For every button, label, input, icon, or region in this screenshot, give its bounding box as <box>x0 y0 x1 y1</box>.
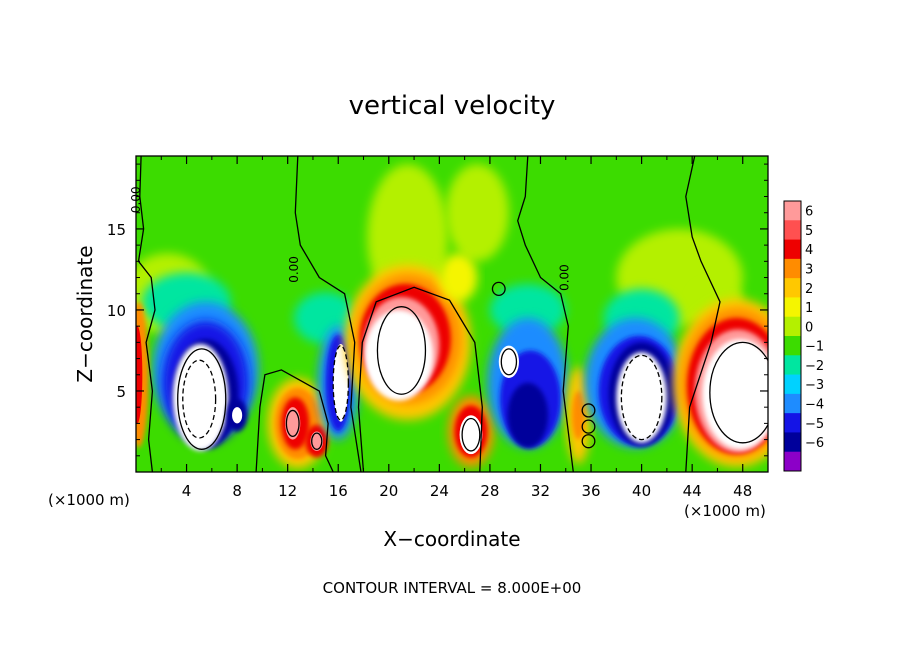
colorbar-swatch <box>784 451 801 472</box>
field-region-40 <box>572 390 585 440</box>
contour-line-0 <box>137 156 156 472</box>
colorbar-swatch <box>784 201 801 221</box>
x-tick-label: 4 <box>182 482 192 500</box>
field-region-30 <box>364 309 434 401</box>
x-unit-right: (×1000 m) <box>684 502 766 520</box>
x-axis: 4 8 12 16 20 24 28 32 36 40 44 48 <box>160 156 752 500</box>
colorbar-label: 4 <box>805 243 813 258</box>
plot-frame <box>135 155 769 473</box>
contour-interval: CONTOUR INTERVAL = 8.000E+00 <box>323 579 582 597</box>
colorbar-swatch <box>784 336 801 356</box>
field-region-44 <box>616 352 667 443</box>
x-tick-label: 28 <box>480 482 499 500</box>
contour-ring-12 <box>581 434 596 449</box>
x-axis-label: X−coordinate <box>383 527 520 551</box>
field-region-20 <box>285 407 301 440</box>
contour-ring-3 <box>376 306 427 395</box>
contour-line-3 <box>685 156 721 472</box>
field-region-31 <box>439 253 478 302</box>
colorbar-swatch <box>784 258 801 279</box>
contour-ring-0 <box>177 348 227 450</box>
colorbar-label: −4 <box>805 398 824 413</box>
plot-area <box>136 156 768 472</box>
x-tick-label: 36 <box>581 482 600 500</box>
colorbar-label: −5 <box>805 417 824 432</box>
colorbar-swatch <box>784 374 801 395</box>
y-tick-label: 15 <box>107 221 126 239</box>
x-tick-label: 48 <box>733 482 752 500</box>
contour-ring-10 <box>581 403 596 418</box>
x-tick-label: 12 <box>278 482 297 500</box>
x-tick-label: 24 <box>430 482 449 500</box>
contour-line-1 <box>294 156 362 472</box>
colorbar-swatch <box>784 316 801 337</box>
field-region-14 <box>232 407 243 424</box>
x-unit-left: (×1000 m) <box>48 491 130 509</box>
x-tick-label: 20 <box>379 482 398 500</box>
contour-ring-2 <box>332 344 350 421</box>
contour-label: 0.00 <box>129 186 143 213</box>
x-tick-label: 44 <box>683 482 702 500</box>
colorbar-label: −1 <box>805 340 824 355</box>
chart-title: vertical velocity <box>349 91 556 121</box>
colorbar-swatch <box>784 278 801 298</box>
colorbar-swatch <box>784 220 801 241</box>
contour-ring-9 <box>709 341 768 444</box>
colorbar-label: −3 <box>805 378 824 393</box>
colorbar-label: 3 <box>805 263 813 278</box>
colorbar-swatch <box>784 393 801 414</box>
colorbar-swatch <box>784 297 801 318</box>
contour-ring-5 <box>311 432 323 450</box>
colorbar-label: −2 <box>805 359 824 374</box>
colorbar-label: 1 <box>805 301 813 316</box>
colorbar-swatch <box>784 413 801 433</box>
contour-ring-1 <box>182 359 217 439</box>
x-tick-label: 8 <box>232 482 242 500</box>
contour-line-4 <box>255 369 334 472</box>
colorbar-label: 0 <box>805 320 813 335</box>
colorbar-label: 5 <box>805 224 813 239</box>
contour-ring-7 <box>500 348 518 376</box>
colorbar-label: 2 <box>805 282 813 297</box>
field-region-37 <box>507 382 549 448</box>
contour-ring-8 <box>620 354 663 441</box>
y-axis: 5 10 15 <box>107 163 768 457</box>
y-axis-label: Z−coordinate <box>73 245 97 382</box>
contour-ring-13 <box>491 281 506 297</box>
contour-line-2 <box>517 156 574 472</box>
x-tick-label: 32 <box>531 482 550 500</box>
colorbar: 6 5 4 3 2 1 0 −1 −2 −3 −4 −5 −6 <box>783 200 824 472</box>
field-region-38 <box>498 345 519 379</box>
contour-ring-11 <box>581 419 596 434</box>
y-tick-label: 10 <box>107 302 126 320</box>
colorbar-label: 6 <box>805 205 813 220</box>
field-region-34 <box>459 415 483 455</box>
field-region-22 <box>310 431 324 451</box>
y-tick-label: 5 <box>116 383 126 401</box>
contour-ring-4 <box>285 409 300 437</box>
colorbar-swatch <box>784 432 801 453</box>
contour-labels: 0.00 0.00 0.00 <box>129 186 571 291</box>
contour-label: 0.00 <box>287 256 301 283</box>
field-region-3 <box>445 164 509 262</box>
contour-lines <box>137 156 768 472</box>
colorbar-swatch <box>784 239 801 260</box>
colorbar-label: −6 <box>805 436 824 451</box>
contour-label: 0.00 <box>557 264 571 291</box>
colorbar-frame <box>783 200 802 472</box>
contour-line-5 <box>357 286 483 472</box>
contour-ring-6 <box>461 417 481 452</box>
field-region-6 <box>489 284 566 336</box>
colorbar-swatch <box>784 355 801 376</box>
field-region-25 <box>333 343 349 422</box>
x-tick-label: 40 <box>632 482 651 500</box>
field-region-49 <box>702 339 768 450</box>
x-tick-label: 16 <box>329 482 348 500</box>
